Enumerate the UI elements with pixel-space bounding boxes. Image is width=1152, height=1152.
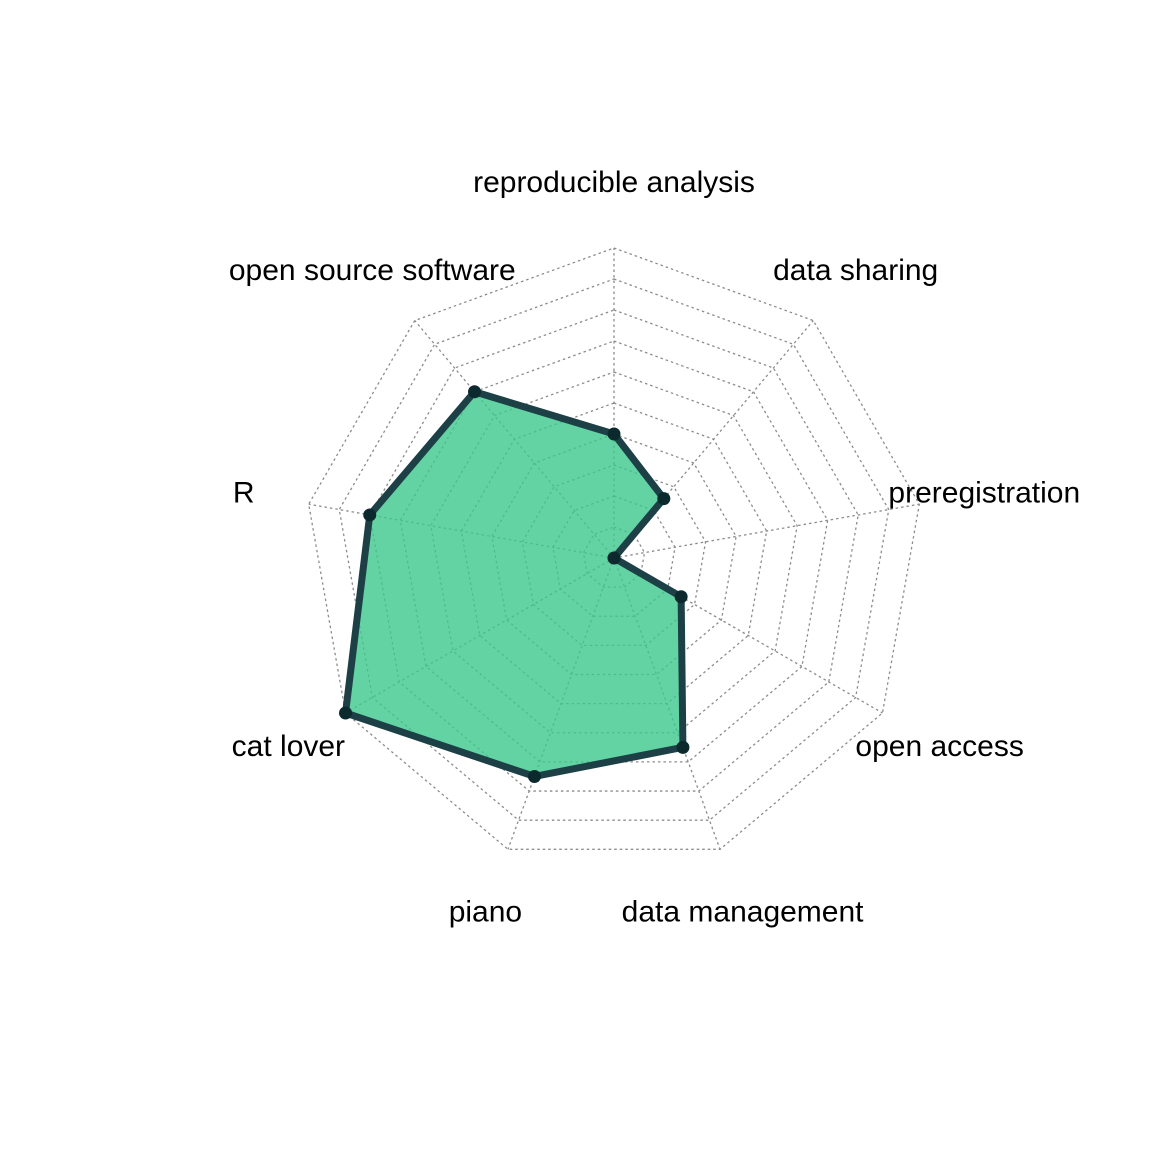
data-point-reproducible-analysis (607, 427, 621, 441)
axis-label-open-access: open access (855, 730, 1023, 763)
axis-label-open-source-software: open source software (229, 254, 516, 287)
axis-label-cat-lover: cat lover (232, 730, 345, 763)
data-point-r (363, 508, 377, 522)
data-point-data-sharing (657, 492, 671, 506)
axis-label-reproducible-analysis: reproducible analysis (473, 166, 755, 199)
data-area (342, 388, 687, 780)
radar-data-series (339, 385, 690, 783)
data-point-preregistration (607, 551, 621, 565)
axis-label-piano: piano (449, 895, 522, 928)
data-point-data-management (676, 740, 690, 754)
grid-ring-10 (308, 247, 920, 850)
axis-label-preregistration: preregistration (888, 477, 1080, 510)
axis-label-data-management: data management (622, 895, 864, 928)
axis-label-data-sharing: data sharing (773, 254, 938, 287)
data-point-cat-lover (339, 706, 353, 720)
data-point-piano (527, 769, 541, 783)
data-point-open-source-software (468, 385, 482, 399)
grid-ring-8 (369, 309, 859, 792)
grid-spoke (613, 503, 920, 559)
axis-label-r: R (233, 477, 255, 510)
data-point-open-access (674, 590, 688, 604)
radar-axis-labels: reproducible analysis data sharing preregi… (229, 166, 1080, 928)
grid-ring-9 (338, 278, 890, 821)
